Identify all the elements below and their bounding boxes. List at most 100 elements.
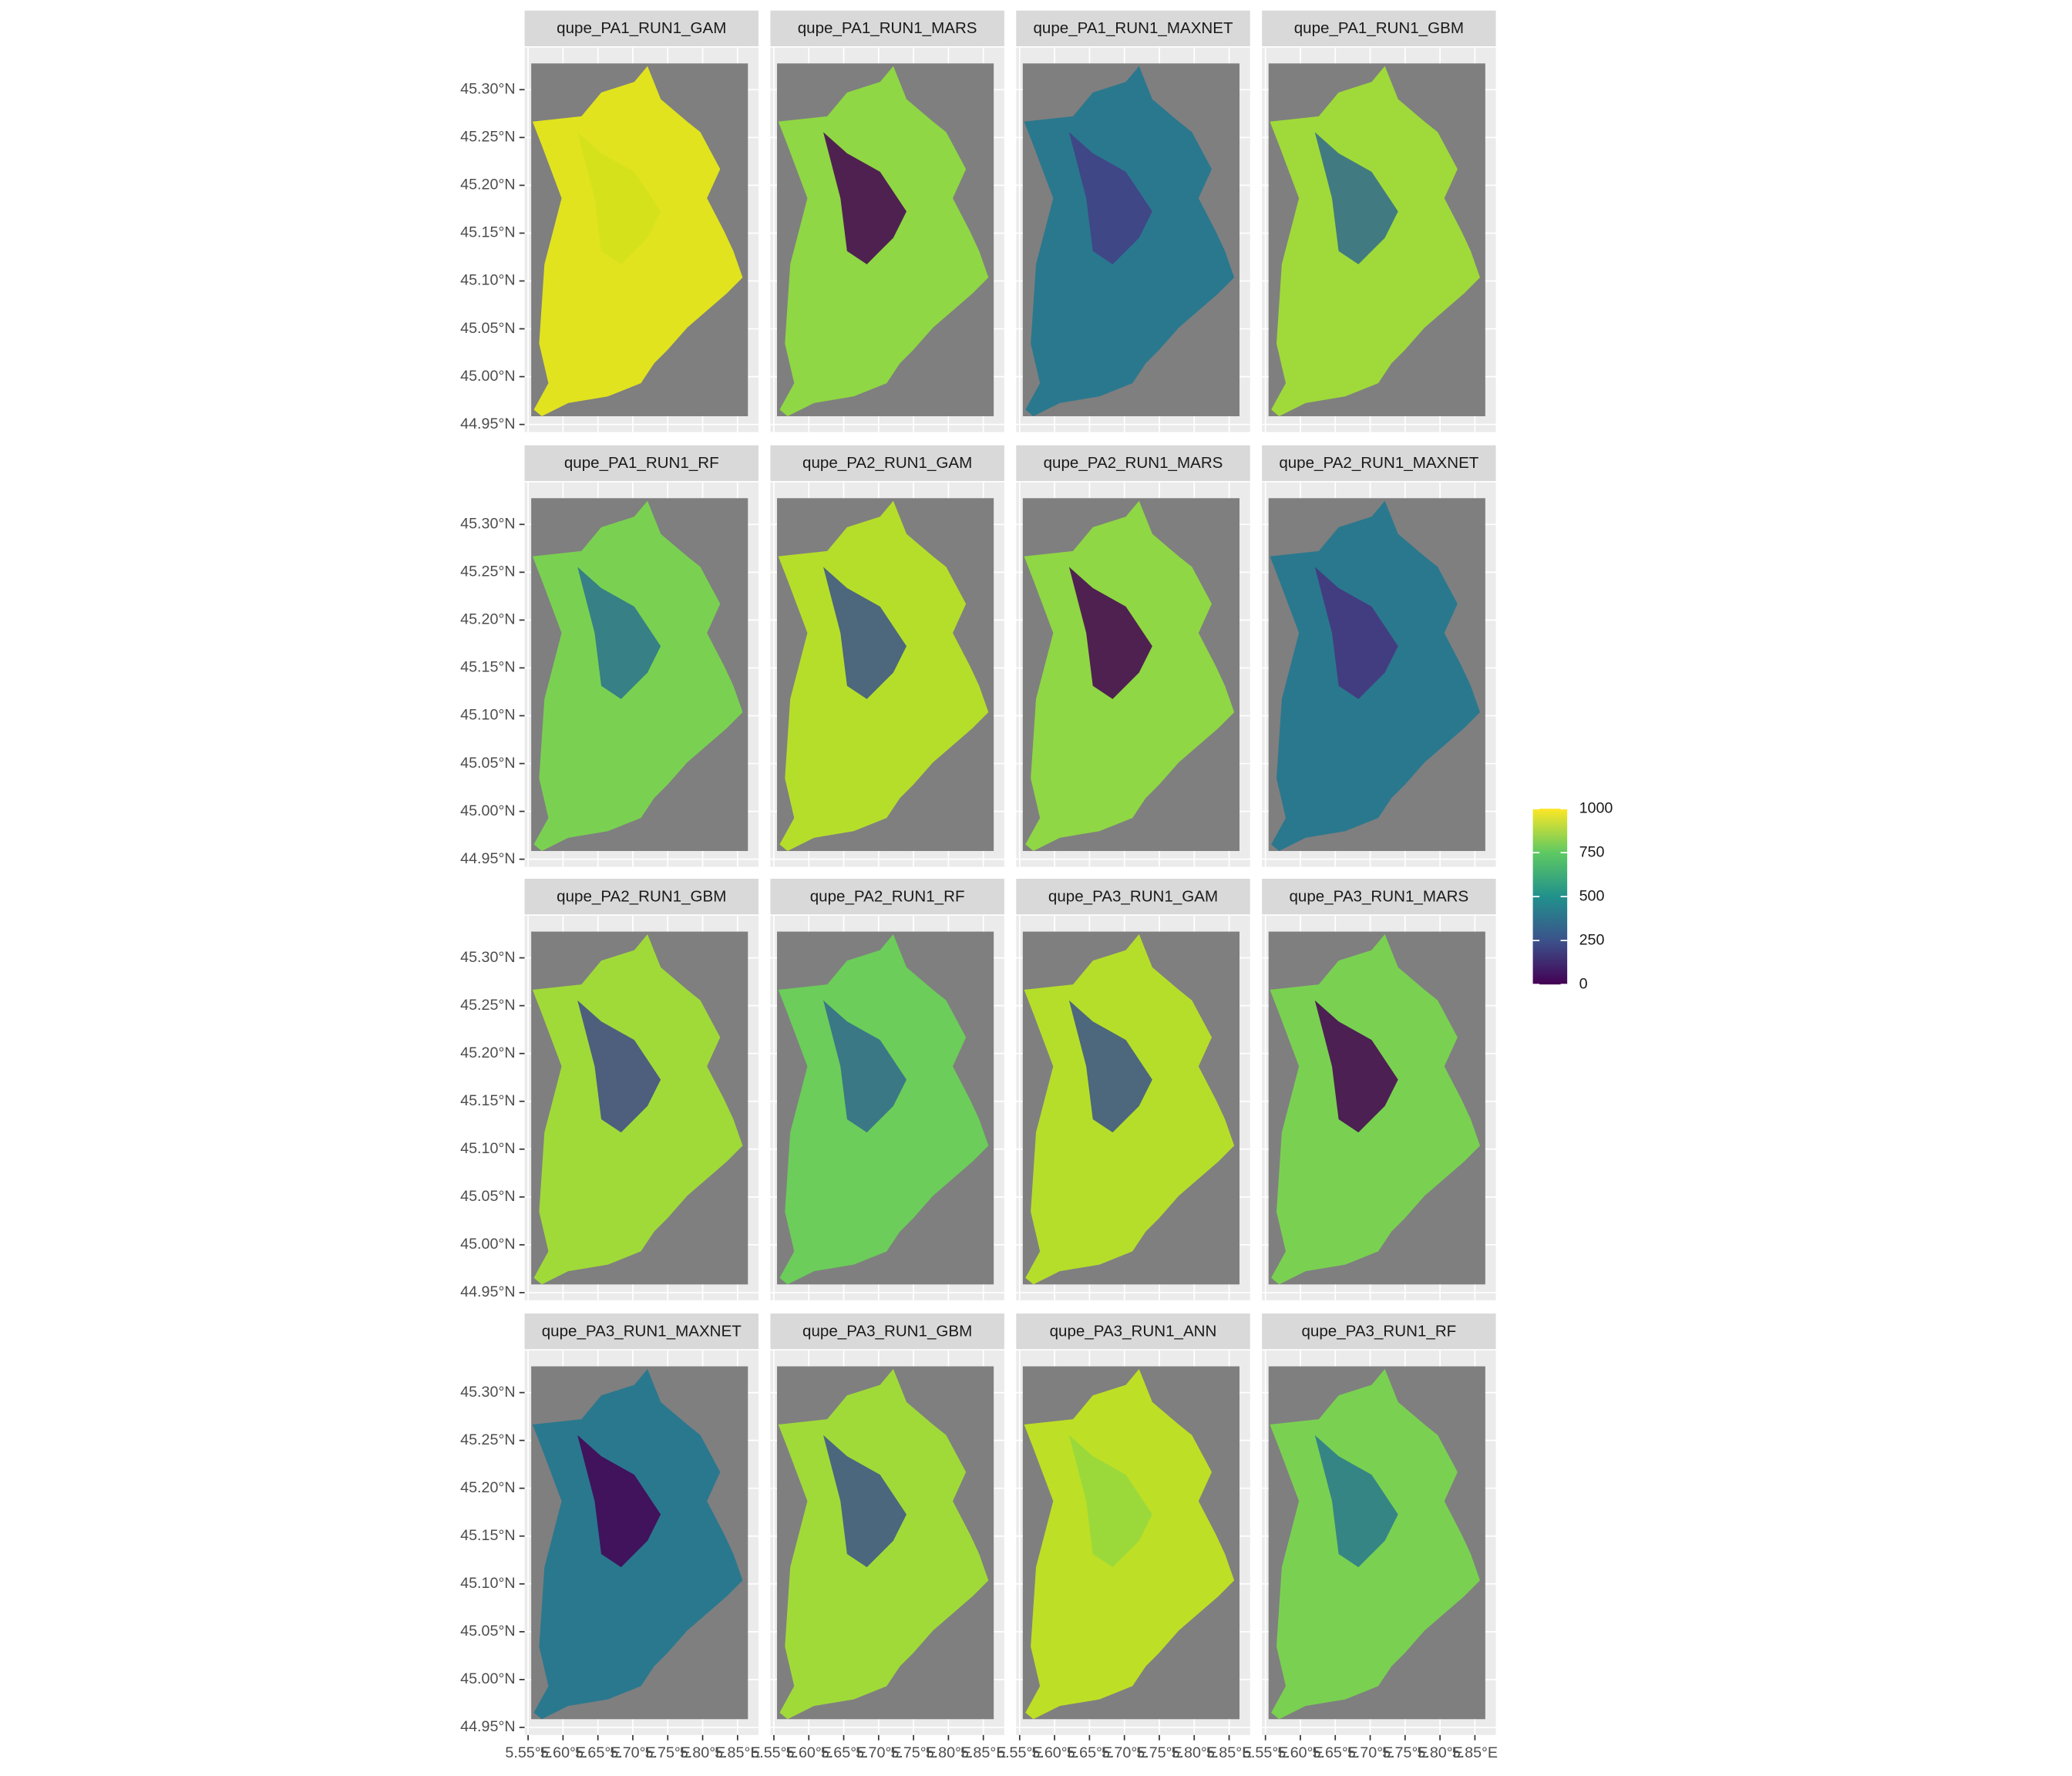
x-tick-label: 5.60°E (786, 1744, 832, 1761)
x-tick-label: 5.80°E (926, 1744, 971, 1761)
map-low-area (823, 1000, 906, 1133)
x-tick-label: 5.55°E (997, 1744, 1042, 1761)
y-tick-label: 45.30°N (460, 516, 515, 533)
strip (1016, 445, 1250, 481)
strip-label: qupe_PA3_RUN1_ANN (1050, 1322, 1217, 1340)
y-tick-label: 45.05°N (460, 1623, 515, 1640)
strip (770, 879, 1004, 915)
map-low-area (1068, 567, 1152, 699)
facet-panel: qupe_PA1_RUN1_MAXNET (1016, 10, 1250, 432)
facet-panel: qupe_PA3_RUN1_RF 5.55°E5.60°E5.65°E5.70°E… (1243, 1314, 1498, 1761)
strip (1016, 1314, 1250, 1350)
facet-panel: qupe_PA3_RUN1_ANN 5.55°E5.60°E5.65°E5.70°… (997, 1314, 1252, 1761)
colorbar-label: 500 (1579, 887, 1605, 904)
map-low-area (823, 567, 906, 699)
y-tick-label: 45.25°N (460, 129, 515, 146)
map-low-area (577, 1435, 661, 1568)
y-tick-label: 45.10°N (460, 1575, 515, 1592)
y-tick-label: 45.10°N (460, 272, 515, 289)
facet-panel: qupe_PA2_RUN1_MARS (1016, 445, 1250, 867)
x-tick-label: 5.65°E (821, 1744, 866, 1761)
y-tick-label: 45.30°N (460, 1384, 515, 1401)
x-tick-label: 5.55°E (751, 1744, 796, 1761)
map-low-area (1314, 567, 1398, 699)
strip-label: qupe_PA2_RUN1_MARS (1044, 454, 1223, 472)
y-tick-label: 45.00°N (460, 802, 515, 819)
x-tick-label: 5.75°E (890, 1744, 936, 1761)
x-tick-label: 5.65°E (575, 1744, 621, 1761)
map-low-area (823, 132, 906, 264)
x-tick-label: 5.55°E (1243, 1744, 1288, 1761)
map-low-area (577, 132, 661, 264)
strip-label: qupe_PA3_RUN1_MARS (1289, 887, 1468, 905)
strip-label: qupe_PA1_RUN1_MAXNET (1033, 19, 1233, 37)
x-tick-label: 5.70°E (610, 1744, 655, 1761)
y-tick-label: 45.25°N (460, 1431, 515, 1448)
y-tick-label: 45.15°N (460, 659, 515, 676)
map-low-area (1314, 1435, 1398, 1568)
strip (1262, 1314, 1496, 1350)
y-tick-label: 45.20°N (460, 1479, 515, 1496)
x-tick-label: 5.85°E (715, 1744, 760, 1761)
map-low-area (1314, 132, 1398, 264)
y-tick-label: 45.00°N (460, 1236, 515, 1253)
x-tick-label: 5.80°E (1172, 1744, 1217, 1761)
y-tick-label: 45.05°N (460, 755, 515, 772)
y-tick-label: 45.10°N (460, 707, 515, 724)
x-tick-label: 5.65°E (1313, 1744, 1358, 1761)
strip (1262, 879, 1496, 915)
colorbar-label: 1000 (1579, 799, 1613, 816)
map-low-area (1068, 1435, 1152, 1568)
x-tick-label: 5.80°E (680, 1744, 725, 1761)
strip (524, 10, 758, 46)
strip (1262, 10, 1496, 46)
facet-panel: qupe_PA3_RUN1_GBM 5.55°E5.60°E5.65°E5.70°… (751, 1314, 1006, 1761)
x-tick-label: 5.80°E (1417, 1744, 1462, 1761)
x-tick-label: 5.75°E (645, 1744, 691, 1761)
facet-panel: qupe_PA2_RUN1_GBM 44.95°N 45.00°N 45.05°N 45… (460, 879, 758, 1300)
strip-label: qupe_PA3_RUN1_GBM (802, 1322, 972, 1340)
strip (524, 445, 758, 481)
colorbar-label: 250 (1579, 931, 1605, 948)
facet-panel: qupe_PA2_RUN1_GAM (770, 445, 1004, 867)
facet-panel: qupe_PA2_RUN1_RF (770, 879, 1004, 1300)
strip (770, 445, 1004, 481)
strip-label: qupe_PA2_RUN1_GBM (557, 887, 726, 905)
y-tick-label: 45.20°N (460, 177, 515, 193)
strip-label: qupe_PA3_RUN1_RF (1301, 1322, 1456, 1340)
facet-panel: qupe_PA1_RUN1_MARS (770, 10, 1004, 432)
map-low-area (1068, 132, 1152, 264)
strip (770, 10, 1004, 46)
y-tick-label: 45.05°N (460, 1188, 515, 1205)
strip-label: qupe_PA2_RUN1_MAXNET (1279, 454, 1478, 472)
x-tick-label: 5.75°E (1382, 1744, 1428, 1761)
map-low-area (1314, 1000, 1398, 1133)
strip-label: qupe_PA2_RUN1_RF (810, 887, 965, 905)
facet-panel: qupe_PA3_RUN1_MAXNET 44.95°N 45.00°N 45.05°… (460, 1314, 761, 1761)
map-low-area (577, 1000, 661, 1133)
facet-panel: qupe_PA3_RUN1_MARS (1262, 879, 1496, 1300)
y-tick-label: 45.15°N (460, 1527, 515, 1544)
strip-label: qupe_PA2_RUN1_GAM (802, 454, 972, 472)
y-tick-label: 45.10°N (460, 1140, 515, 1157)
x-tick-label: 5.85°E (1452, 1744, 1498, 1761)
strip (524, 879, 758, 915)
y-tick-label: 45.30°N (460, 81, 515, 98)
x-tick-label: 5.65°E (1067, 1744, 1112, 1761)
facet-panel: qupe_PA1_RUN1_RF 44.95°N 45.00°N 45.05°N 45.… (460, 445, 758, 867)
x-tick-label: 5.60°E (1031, 1744, 1077, 1761)
strip-label: qupe_PA1_RUN1_GAM (557, 19, 726, 37)
facet-panel: qupe_PA2_RUN1_MAXNET (1262, 445, 1496, 867)
x-tick-label: 5.75°E (1136, 1744, 1182, 1761)
strip (1016, 879, 1250, 915)
x-tick-label: 5.60°E (540, 1744, 586, 1761)
y-tick-label: 45.25°N (460, 997, 515, 1014)
strip-label: qupe_PA1_RUN1_RF (564, 454, 719, 472)
y-tick-label: 45.15°N (460, 1092, 515, 1109)
facet-panel: qupe_PA1_RUN1_GAM 44.95°N 45.00°N 45.05°N 45… (460, 10, 758, 432)
y-tick-label: 45.15°N (460, 224, 515, 241)
y-tick-label: 45.00°N (460, 1670, 515, 1687)
y-tick-label: 45.25°N (460, 563, 515, 580)
facet-panel: qupe_PA1_RUN1_GBM (1262, 10, 1496, 432)
y-tick-label: 45.30°N (460, 949, 515, 966)
